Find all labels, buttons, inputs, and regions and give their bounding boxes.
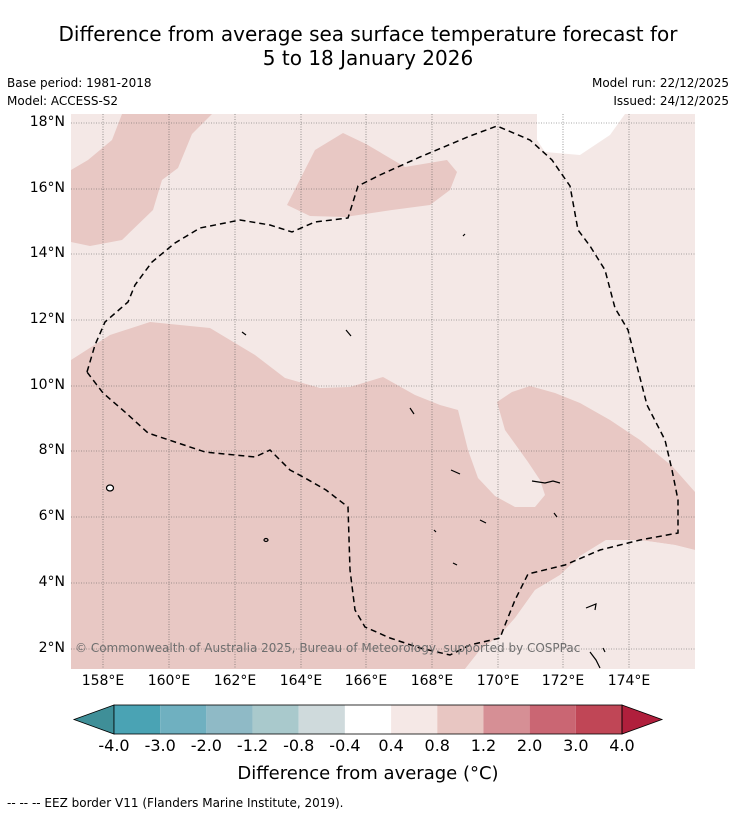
meta-left: Base period: 1981-2018 Model: ACCESS-S2 [7,74,152,110]
colorbar-swatch [483,705,530,734]
colorbar-tick-label: 0.8 [424,736,450,755]
colorbar-swatch [114,705,161,734]
gridlines [71,114,695,669]
island [602,647,606,653]
base-period: Base period: 1981-2018 [7,76,152,90]
longitude-tick-label: 158°E [81,673,125,689]
colorbar-swatch [344,705,392,734]
colorbar-tick-label: 2.0 [516,736,543,755]
island [462,233,466,237]
colorbar-swatch [160,705,207,734]
longitude-tick-label: 168°E [410,673,454,689]
latitude-tick-label: 10°N [29,377,65,393]
latitude-tick-label: 4°N [38,574,65,590]
colorbar-tick-label: 4.0 [609,736,635,755]
colorbar-tick-label: -0.4 [329,736,361,755]
latitude-tick-label: 14°N [29,245,65,261]
colorbar-label: Difference from average (°C) [237,763,499,784]
latitude-tick-label: 12°N [29,311,65,327]
latitude-tick-label: 2°N [38,640,65,656]
island [241,331,247,336]
colorbar-swatch [206,705,253,734]
island [452,562,458,566]
latitude-tick-label: 18°N [29,114,65,130]
colorbar-tick-label: 3.0 [563,736,589,755]
island [433,529,437,533]
anomaly-region-south [71,322,695,669]
island [105,484,115,492]
island [585,603,597,611]
colorbar-swatch [298,705,345,734]
model-run: Model run: 22/12/2025 [591,76,729,90]
model-name: Model: ACCESS-S2 [7,94,119,108]
island [479,519,487,524]
island [589,651,601,669]
island [450,469,461,475]
colorbar-tick-label: -2.0 [190,736,222,755]
longitude-tick-label: 160°E [147,673,191,689]
longitude-tick-label: 172°E [541,673,585,689]
title-line-1: Difference from average sea surface temp… [58,22,678,46]
issued-date: Issued: 24/12/2025 [613,94,729,108]
island [263,537,269,543]
island [553,512,558,518]
colorbar-tick-label: 0.4 [378,736,404,755]
colorbar [72,704,664,735]
latitude-tick-label: 16°N [29,180,65,196]
copyright-notice: © Commonwealth of Australia 2025, Bureau… [75,641,581,655]
island [409,407,415,415]
eez-legend-note: -- -- -- EEZ border V11 (Flanders Marine… [7,796,344,810]
anomaly-region-northwest [71,114,212,246]
anomaly-region-southeast [465,540,695,669]
colorbar-tick-label: 1.2 [470,736,497,755]
longitude-tick-label: 166°E [344,673,388,689]
colorbar-tick-label: -4.0 [98,736,130,755]
colorbar-swatch [437,705,484,734]
title-line-2: 5 to 18 January 2026 [262,46,474,70]
meta-right: Model run: 22/12/2025 Issued: 24/12/2025 [592,74,729,110]
colorbar-extend-low [72,704,115,735]
latitude-tick-label: 6°N [38,508,65,524]
colorbar-swatch [529,705,576,734]
longitude-tick-label: 162°E [213,673,257,689]
longitude-tick-label: 164°E [279,673,323,689]
islands [105,233,606,669]
colorbar-extend-high [621,704,664,735]
island [531,480,561,484]
white-region [537,114,625,155]
longitude-tick-label: 170°E [476,673,520,689]
colorbar-tick-label: -1.2 [236,736,269,755]
map-title: Difference from average sea surface temp… [0,22,736,70]
colorbar-outline [113,704,623,735]
anomaly-region-north-central [287,133,457,217]
colorbar-tick-label: -3.0 [144,736,176,755]
colorbar-tick-label: -0.8 [283,736,315,755]
colorbar-swatch [575,705,622,734]
island [345,329,352,337]
colorbar-swatch [252,705,299,734]
colorbar-swatch [391,705,438,734]
eez-border [86,125,679,656]
latitude-tick-label: 8°N [38,442,65,458]
longitude-tick-label: 174°E [607,673,651,689]
